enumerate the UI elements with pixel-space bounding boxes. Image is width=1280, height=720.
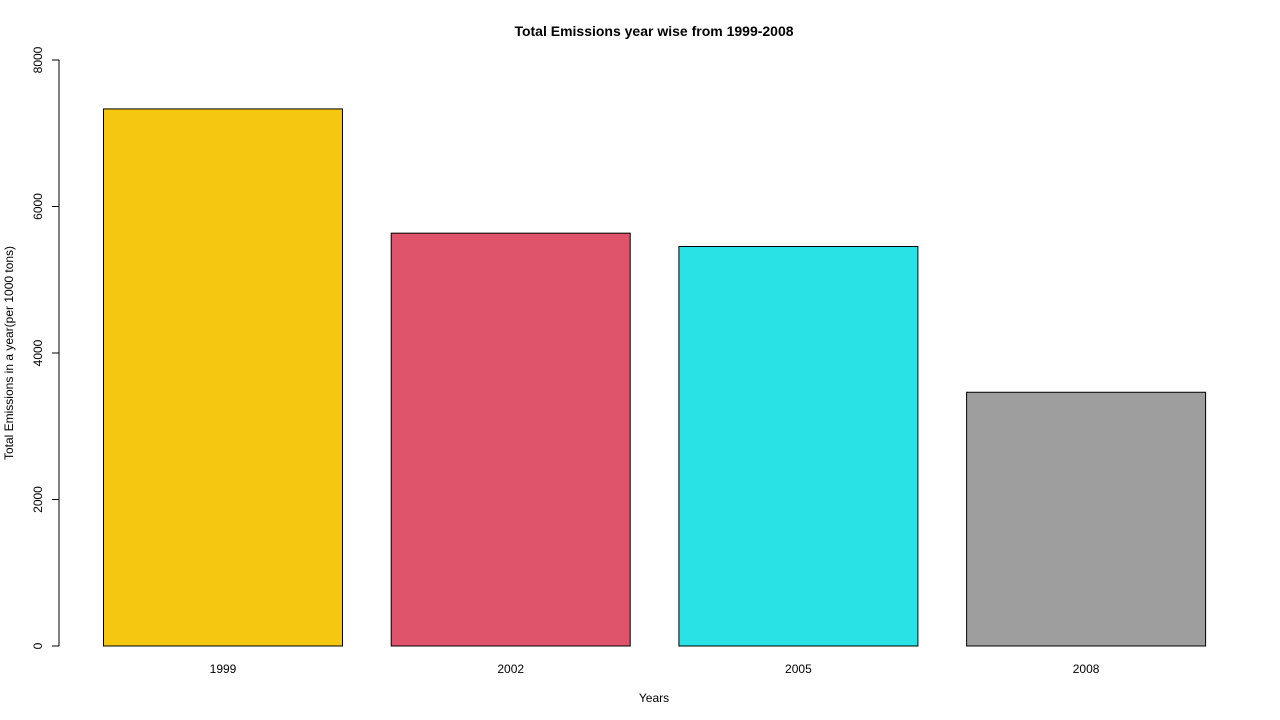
bars-group bbox=[103, 108, 1207, 647]
y-axis-title: Total Emissions in a year(per 1000 tons) bbox=[2, 246, 16, 460]
x-tick-label-2005: 2005 bbox=[785, 662, 812, 676]
y-tick-label-0: 0 bbox=[31, 642, 45, 649]
y-tick-label-2000: 2000 bbox=[31, 486, 45, 513]
y-axis: 0 2000 4000 6000 8000 bbox=[31, 46, 60, 649]
bar-1999 bbox=[103, 108, 343, 647]
x-axis-labels: 1999 2002 2005 2008 bbox=[210, 662, 1100, 676]
y-tick-label-4000: 4000 bbox=[31, 339, 45, 366]
y-tick-label-8000: 8000 bbox=[31, 46, 45, 73]
x-tick-label-2002: 2002 bbox=[497, 662, 524, 676]
x-tick-label-2008: 2008 bbox=[1073, 662, 1100, 676]
chart-title: Total Emissions year wise from 1999-2008 bbox=[514, 23, 793, 39]
x-axis-title: Years bbox=[639, 691, 669, 705]
bar-2008 bbox=[966, 391, 1207, 647]
bar-2005 bbox=[678, 245, 919, 647]
x-tick-label-1999: 1999 bbox=[210, 662, 237, 676]
bar-2002 bbox=[390, 232, 631, 647]
y-tick-label-6000: 6000 bbox=[31, 193, 45, 220]
